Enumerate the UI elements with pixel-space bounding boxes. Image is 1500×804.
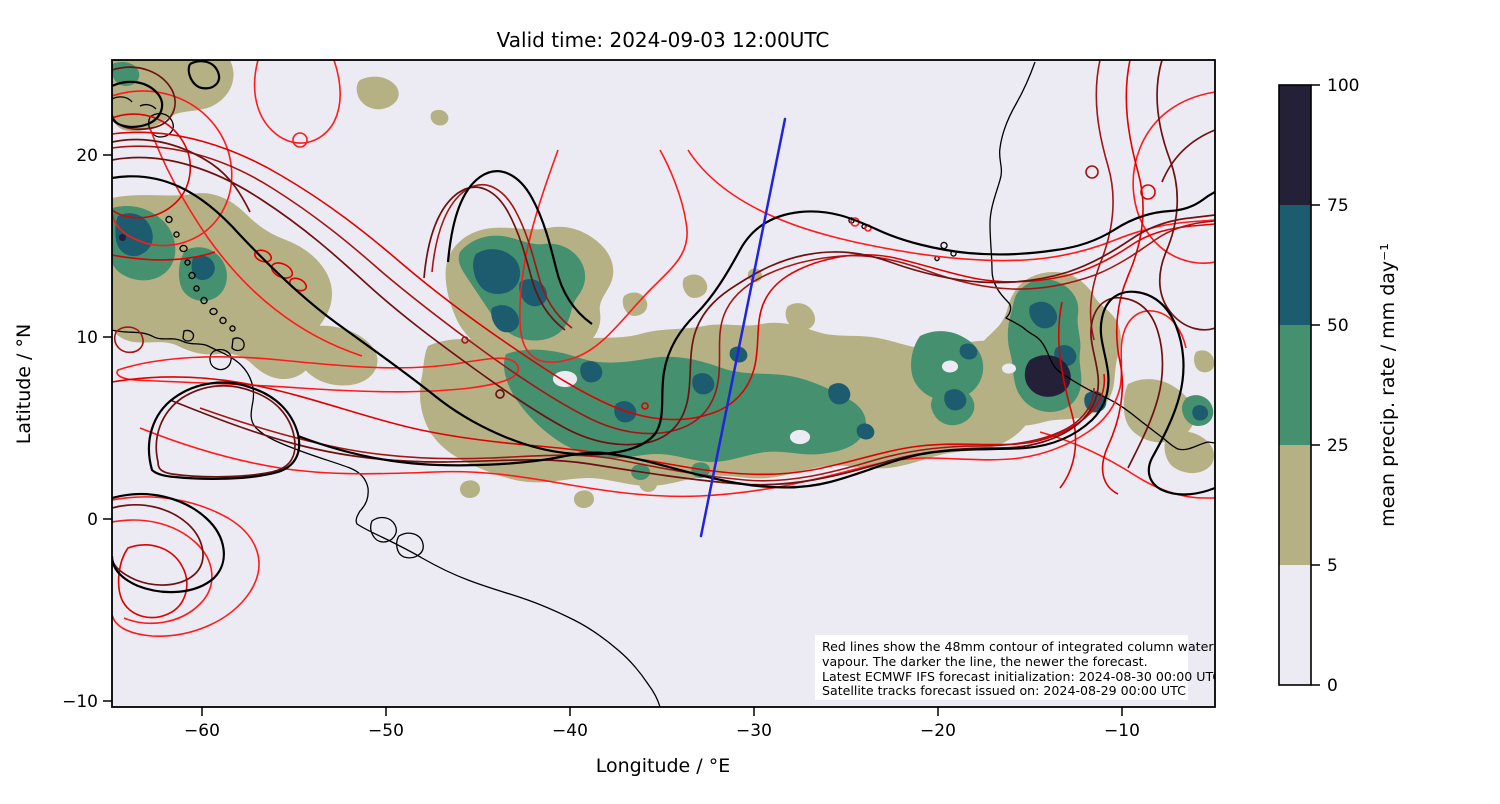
y-tick-label: −10 — [62, 692, 98, 712]
colorbar: 100 75 50 25 5 0 mean precip. rate / mm … — [1278, 76, 1399, 696]
x-tick-label: −60 — [184, 721, 220, 741]
y-axis-label: Latitude / °N — [13, 324, 35, 444]
satellite-track-line — [699, 117, 787, 538]
x-axis-label: Longitude / °E — [596, 755, 730, 777]
x-axis-ticks — [201, 707, 1123, 716]
annotation-line-1: Red lines show the 48mm contour of integ… — [822, 639, 1214, 654]
map-area: Red lines show the 48mm contour of integ… — [112, 60, 1221, 707]
colorbar-tick-label: 50 — [1327, 316, 1349, 336]
precip-fill-25-50 — [112, 62, 1214, 481]
coastline — [112, 61, 1215, 707]
y-tick-label: 0 — [87, 510, 98, 530]
colorbar-segment-5-25 — [1279, 445, 1311, 565]
colorbar-tick-label: 5 — [1327, 556, 1338, 576]
colorbar-segment-75-100 — [1279, 85, 1311, 205]
colorbar-border — [1278, 84, 1312, 686]
plot-border — [111, 59, 1216, 708]
colorbar-tick-label: 25 — [1327, 436, 1349, 456]
x-tick-label: −40 — [552, 721, 588, 741]
annotation-box-background — [815, 635, 1188, 700]
annotation-box: Red lines show the 48mm contour of integ… — [815, 635, 1221, 700]
y-tick-label: 20 — [76, 146, 98, 166]
colorbar-segment-50-75 — [1279, 205, 1311, 325]
y-axis-ticks — [103, 154, 112, 702]
annotation-line-2: vapour. The darker the line, the newer t… — [822, 654, 1148, 669]
x-tick-label: −10 — [1104, 721, 1140, 741]
colorbar-tick-label: 75 — [1327, 196, 1349, 216]
colorbar-segment-0-5 — [1279, 565, 1311, 685]
plot-title: Valid time: 2024-09-03 12:00UTC — [497, 28, 830, 52]
annotation-line-3: Latest ECMWF IFS forecast initialization… — [822, 669, 1221, 684]
x-tick-label: −30 — [736, 721, 772, 741]
x-tick-label: −20 — [920, 721, 956, 741]
colorbar-ticks — [1311, 84, 1320, 686]
colorbar-tick-label: 0 — [1327, 676, 1338, 696]
y-tick-label: 10 — [76, 328, 98, 348]
icwv-contour-forecast-5-newest — [112, 60, 1215, 594]
annotation-line-4: Satellite tracks forecast issued on: 202… — [822, 683, 1186, 698]
colorbar-label: mean precip. rate / mm day⁻¹ — [1377, 243, 1399, 527]
colorbar-segment-25-50 — [1279, 325, 1311, 445]
icwv-contour-forecast-2 — [112, 60, 1215, 619]
x-tick-label: −50 — [368, 721, 404, 741]
colorbar-tick-label: 100 — [1327, 76, 1359, 96]
icwv-contour-forecast-3 — [112, 60, 1215, 482]
